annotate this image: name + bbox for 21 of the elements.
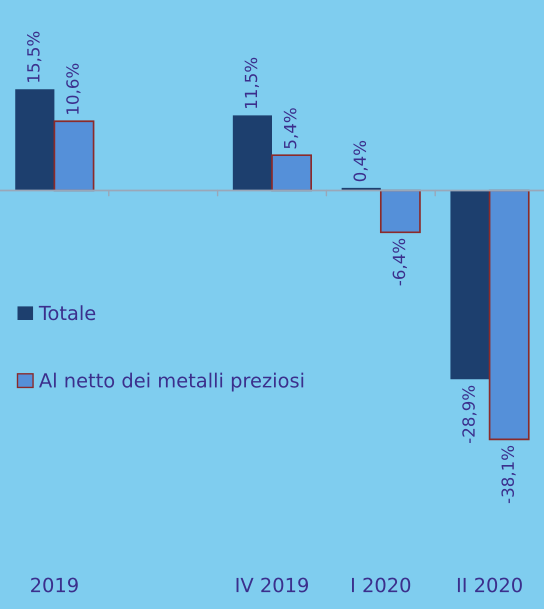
data-label: 0,4% [353,140,368,182]
bar [488,190,530,440]
data-label: 11,5% [244,58,259,108]
data-label: 10,6% [66,64,81,114]
data-label: -6,4% [392,238,407,286]
data-label: 15,5% [27,32,42,82]
bar [380,190,421,234]
legend-label: Al netto dei metalli preziosi [39,372,304,392]
bar [450,190,490,380]
x-tick-label: II 2020 [458,578,522,592]
bar [271,154,312,192]
bar [232,115,272,190]
x-tick-label: 2019 [31,578,78,592]
bar [15,89,54,190]
legend-label: Totale [38,305,96,320]
data-label: -28,9% [462,386,477,443]
x-tick-label: I 2020 [352,578,410,592]
bar [54,120,94,192]
x-tick-label: IV 2019 [236,578,308,592]
data-label: -38,1% [501,446,516,504]
data-label: 5,4% [284,108,298,148]
